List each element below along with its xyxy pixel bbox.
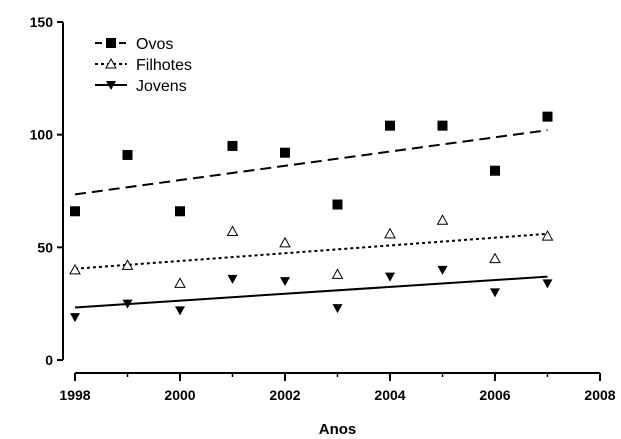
legend-label-ovos: Ovos (136, 36, 173, 53)
point-ovos (70, 206, 80, 217)
point-filhotes (384, 227, 396, 239)
trend-lines (74, 129, 548, 309)
point-ovos (437, 120, 448, 131)
point-filhotes (436, 214, 449, 225)
point-jovens (385, 272, 395, 282)
trend-line-filhotes (74, 232, 548, 270)
y-tick-label: 150 (30, 14, 54, 30)
y-tick-label: 50 (37, 239, 53, 255)
legend-marker-filhotes (105, 57, 117, 69)
point-filhotes (541, 230, 554, 241)
point-ovos (542, 111, 553, 122)
point-ovos (227, 140, 238, 151)
x-tick-label: 2006 (479, 387, 510, 403)
legend: Ovos Filhotes Jovens (95, 36, 192, 95)
y-tick-label: 100 (30, 127, 54, 143)
point-ovos (490, 165, 500, 176)
x-axis-title: Anos (319, 421, 357, 438)
y-tick-label: 0 (45, 352, 53, 368)
point-jovens (122, 299, 133, 309)
point-ovos (175, 206, 185, 217)
point-filhotes (331, 268, 344, 279)
x-tick-label: 2000 (164, 387, 195, 403)
trend-line-jovens (74, 275, 548, 309)
point-ovos (332, 199, 343, 210)
point-ovos (385, 120, 395, 131)
point-jovens (280, 277, 290, 287)
legend-marker-jovens (106, 81, 116, 90)
x-tick-label: 2008 (584, 387, 615, 403)
point-jovens (542, 279, 553, 289)
point-jovens (175, 306, 185, 316)
point-filhotes (226, 225, 239, 237)
point-filhotes (174, 277, 186, 288)
trend-line-ovos (74, 129, 548, 196)
point-filhotes (69, 263, 81, 275)
x-tick-label: 2002 (269, 387, 300, 403)
point-ovos (122, 149, 133, 160)
legend-label-jovens: Jovens (136, 78, 187, 95)
legend-label-filhotes: Filhotes (136, 57, 192, 74)
axes: 0 50 100 150 1998 2000 2002 2004 2006 2008 (30, 14, 616, 403)
point-jovens (490, 288, 500, 298)
point-ovos (280, 147, 290, 158)
x-tick-label: 1998 (59, 387, 90, 403)
point-filhotes (279, 236, 291, 248)
data-points (69, 111, 554, 323)
point-jovens (70, 313, 80, 323)
point-filhotes (121, 259, 134, 270)
point-jovens (227, 274, 238, 284)
point-filhotes (489, 252, 501, 264)
x-tick-label: 2004 (374, 387, 405, 403)
point-jovens (437, 265, 448, 275)
point-jovens (332, 304, 343, 314)
legend-marker-ovos (106, 38, 116, 48)
